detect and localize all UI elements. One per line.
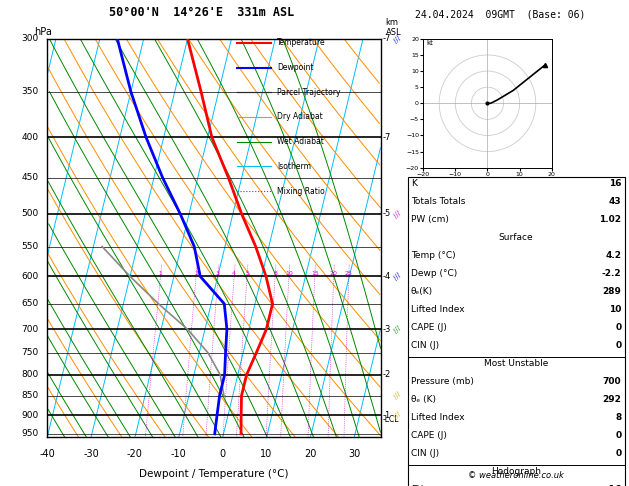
Text: 0: 0: [615, 431, 621, 440]
Text: Lifted Index: Lifted Index: [411, 305, 464, 314]
Text: 700: 700: [21, 325, 39, 334]
Text: Surface: Surface: [499, 233, 533, 242]
Text: 1.02: 1.02: [599, 215, 621, 224]
Text: 750: 750: [21, 348, 39, 357]
Text: -2: -2: [382, 370, 391, 380]
Text: 4: 4: [232, 271, 236, 277]
Text: θₑ(K): θₑ(K): [411, 287, 433, 296]
Text: 10: 10: [609, 305, 621, 314]
Text: -4: -4: [382, 272, 391, 281]
Text: 600: 600: [21, 272, 39, 281]
Text: -3: -3: [382, 325, 391, 334]
Text: Hodograph: Hodograph: [491, 467, 541, 476]
Text: CIN (J): CIN (J): [411, 341, 439, 350]
Text: -7: -7: [382, 133, 391, 142]
Text: Mixing Ratio: Mixing Ratio: [277, 187, 325, 195]
Text: 550: 550: [21, 242, 39, 251]
Text: hPa: hPa: [34, 27, 52, 37]
Text: 800: 800: [21, 370, 39, 380]
Text: -7: -7: [382, 35, 391, 43]
Text: CAPE (J): CAPE (J): [411, 323, 447, 332]
Text: kt: kt: [426, 40, 433, 46]
Text: 850: 850: [21, 391, 39, 400]
Text: 3: 3: [216, 271, 220, 277]
Text: -1: -1: [382, 411, 391, 420]
Text: km
ASL: km ASL: [386, 18, 401, 37]
Text: 400: 400: [22, 133, 39, 142]
Text: 1: 1: [159, 271, 162, 277]
Text: ///: ///: [393, 272, 403, 281]
Text: Temperature: Temperature: [277, 38, 326, 47]
Text: -2.2: -2.2: [602, 269, 621, 278]
Text: 4.2: 4.2: [606, 251, 621, 260]
Text: 5: 5: [245, 271, 249, 277]
Text: -40: -40: [39, 450, 55, 459]
Text: 15: 15: [311, 271, 319, 277]
Text: ///: ///: [393, 391, 403, 400]
Text: 10: 10: [285, 271, 293, 277]
Text: Parcel Trajectory: Parcel Trajectory: [277, 88, 341, 97]
Text: -20: -20: [127, 450, 143, 459]
Text: Wet Adiabat: Wet Adiabat: [277, 137, 324, 146]
Text: CIN (J): CIN (J): [411, 449, 439, 458]
Text: 16: 16: [609, 179, 621, 188]
Text: Totals Totals: Totals Totals: [411, 197, 465, 206]
Text: ///: ///: [393, 325, 403, 334]
Text: 900: 900: [21, 411, 39, 420]
Text: -10: -10: [171, 450, 187, 459]
Text: 700: 700: [603, 377, 621, 386]
Text: 10: 10: [260, 450, 272, 459]
Text: Temp (°C): Temp (°C): [411, 251, 455, 260]
Text: Isotherm: Isotherm: [277, 162, 311, 171]
Text: PW (cm): PW (cm): [411, 215, 448, 224]
Text: 650: 650: [21, 299, 39, 308]
Text: -5: -5: [382, 209, 391, 218]
Text: 43: 43: [609, 197, 621, 206]
Text: Dewpoint / Temperature (°C): Dewpoint / Temperature (°C): [139, 469, 289, 479]
Text: Pressure (mb): Pressure (mb): [411, 377, 474, 386]
Text: Most Unstable: Most Unstable: [484, 359, 548, 368]
Text: 450: 450: [22, 174, 39, 182]
Text: EH: EH: [411, 485, 423, 486]
Text: 0: 0: [615, 341, 621, 350]
Text: -30: -30: [83, 450, 99, 459]
Text: K: K: [411, 179, 416, 188]
Text: ///: ///: [393, 411, 403, 420]
Text: 500: 500: [21, 209, 39, 218]
Text: 289: 289: [603, 287, 621, 296]
Text: θₑ (K): θₑ (K): [411, 395, 436, 404]
Text: Dewp (°C): Dewp (°C): [411, 269, 457, 278]
Text: ///: ///: [393, 34, 403, 44]
Text: -16: -16: [605, 485, 621, 486]
Text: 0: 0: [220, 450, 226, 459]
Text: 8: 8: [273, 271, 277, 277]
Text: 300: 300: [21, 35, 39, 43]
Text: 20: 20: [304, 450, 316, 459]
Text: 24.04.2024  09GMT  (Base: 06): 24.04.2024 09GMT (Base: 06): [415, 9, 585, 19]
Text: 950: 950: [21, 429, 39, 438]
Text: 350: 350: [21, 87, 39, 96]
Text: 30: 30: [348, 450, 360, 459]
Text: -LCL: -LCL: [382, 415, 399, 424]
Text: ///: ///: [393, 209, 403, 219]
Text: 0: 0: [615, 449, 621, 458]
Text: Dry Adiabat: Dry Adiabat: [277, 112, 323, 122]
Text: 20: 20: [330, 271, 338, 277]
Text: Lifted Index: Lifted Index: [411, 413, 464, 422]
Text: © weatheronline.co.uk: © weatheronline.co.uk: [468, 471, 564, 480]
Text: Dewpoint: Dewpoint: [277, 63, 314, 72]
Text: 8: 8: [615, 413, 621, 422]
Text: 25: 25: [345, 271, 353, 277]
Text: 50°00'N  14°26'E  331m ASL: 50°00'N 14°26'E 331m ASL: [109, 6, 294, 19]
Text: 2: 2: [194, 271, 198, 277]
Text: 0: 0: [615, 323, 621, 332]
Text: CAPE (J): CAPE (J): [411, 431, 447, 440]
Text: 292: 292: [603, 395, 621, 404]
